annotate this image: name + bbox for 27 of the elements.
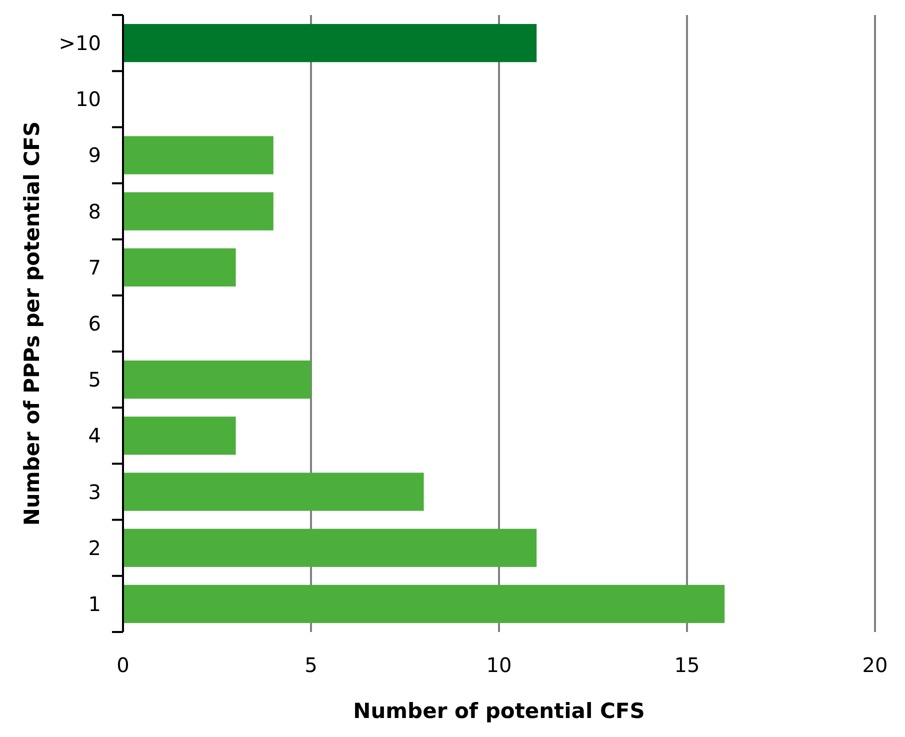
bar [123, 24, 537, 62]
bar [123, 248, 236, 286]
y-tick-label: 10 [76, 87, 101, 112]
y-tick-label: 1 [88, 592, 101, 616]
x-tick-label: 5 [304, 653, 318, 677]
x-axis-title: Number of potential CFS [353, 699, 645, 723]
y-tick-label: 7 [88, 255, 101, 280]
x-tick-label: 15 [674, 653, 700, 677]
bar [123, 472, 424, 511]
bar [123, 528, 537, 567]
y-tick-label: 2 [88, 536, 101, 560]
bar [123, 360, 311, 399]
y-tick-label: 9 [88, 143, 101, 168]
y-axis-title: Number of PPPs per potential CFS [20, 121, 44, 526]
y-tick-label: 8 [88, 199, 101, 224]
x-tick-label: 10 [486, 653, 512, 677]
y-tick-label: 6 [88, 312, 101, 336]
y-tick-label: >10 [58, 31, 101, 56]
x-tick-label: 0 [116, 653, 130, 677]
y-tick-label: 4 [88, 424, 101, 448]
bar [123, 416, 236, 455]
bar [123, 192, 274, 230]
bar [123, 136, 274, 174]
y-tick-label: 5 [88, 368, 101, 392]
y-tick-label: 3 [88, 480, 101, 504]
bar [123, 584, 725, 624]
x-tick-label: 20 [862, 653, 888, 677]
